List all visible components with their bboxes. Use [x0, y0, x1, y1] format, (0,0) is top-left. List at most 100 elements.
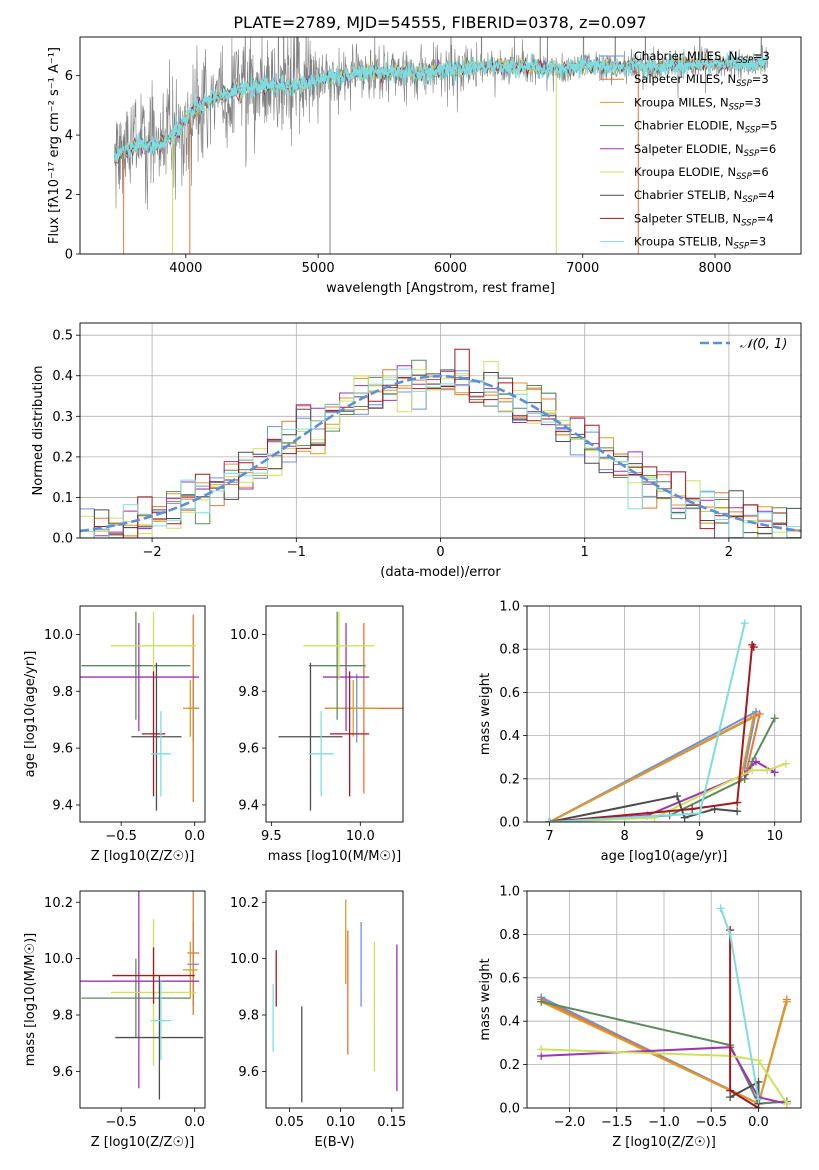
y-axis-label: mass [log10(M/M☉)] [23, 933, 38, 1066]
y-tick-label: 10.2 [230, 896, 259, 911]
axes-frame [79, 605, 206, 823]
axes-frame [526, 890, 802, 1109]
x-tick-label: 0.0 [184, 1115, 205, 1130]
y-tick-label: 9.8 [238, 1009, 259, 1024]
legend-nssp-subscript: SSP [736, 172, 752, 182]
x-tick-label: 6000 [434, 261, 467, 276]
weight-line [719, 908, 760, 1100]
y-axis-label: mass weight [478, 673, 493, 755]
y-tick-label: 9.8 [52, 1009, 73, 1024]
legend-entry: Kroupa STELIB, NSSP=3 [634, 235, 766, 252]
weight-marker [726, 930, 735, 939]
plot-area-mass-vs-Z [80, 891, 204, 1100]
y-tick-label: 0.0 [499, 816, 520, 831]
x-axis-label: mass [log10(M/M☉)] [268, 849, 401, 864]
weight-marker [537, 1045, 546, 1054]
legend-nssp-value: 4 [766, 211, 773, 225]
weight-marker [726, 1086, 735, 1095]
y-tick-label: 0.6 [499, 686, 520, 701]
x-tick-label: 7 [545, 829, 553, 844]
plot-area-weight-vs-age [545, 619, 790, 822]
x-tick-label: 10.0 [346, 829, 375, 844]
legend-equals: = [749, 235, 759, 249]
x-axis-label: Z [log10(Z/Z☉)] [91, 849, 195, 864]
weight-marker [733, 807, 742, 816]
weight-marker [545, 818, 554, 822]
legend-nssp-prefix: , N [720, 72, 736, 86]
y-tick-label: 4 [65, 129, 73, 144]
x-tick-label: 0.0 [184, 829, 205, 844]
legend-nssp-subscript: SSP [729, 102, 745, 112]
legend-model-name: Salpeter STELIB [634, 211, 725, 225]
x-tick-label: 0 [436, 545, 444, 560]
x-tick-label: 8000 [698, 261, 731, 276]
y-tick-label: 0.8 [499, 928, 520, 943]
y-tick-label: 9.6 [238, 742, 259, 757]
y-axis-label: age [log10(age/yr)] [23, 651, 38, 778]
x-tick-label: 9.5 [261, 829, 282, 844]
weight-marker [716, 904, 725, 913]
x-tick-label: 1 [581, 545, 589, 560]
panel-weight-vs-age: 7 8 9 10 0.0 0.2 0.4 0.6 0.8 1.0 age [log10(age/yr… [478, 600, 802, 864]
legend-entry: Salpeter MILES, NSSP=3 [634, 72, 769, 89]
x-tick-label: −0.5 [105, 829, 137, 844]
legend-nssp-prefix: , N [718, 235, 734, 249]
figure-title: PLATE=2789, MJD=54555, FIBERID=0378, z=0… [233, 13, 646, 32]
panel-mass-vs-Z: −0.5 0.0 9.6 9.8 10.0 10.2 Z [log10(Z/Z☉)] mass… [23, 890, 206, 1150]
y-tick-label: 0.4 [52, 369, 73, 384]
x-tick-label: −0.5 [695, 1115, 727, 1130]
y-tick-label: 10.0 [44, 628, 73, 643]
weight-marker [770, 714, 779, 723]
weight-marker [755, 710, 764, 718]
x-tick-label: 9 [696, 829, 704, 844]
y-tick-label: 10.0 [230, 628, 259, 643]
y-tick-label: 10.2 [44, 896, 73, 911]
y-tick-label: 0.4 [499, 729, 520, 744]
legend-nssp-subscript: SSP [741, 218, 757, 228]
y-tick-label: 0.2 [499, 772, 520, 787]
x-tick-label: 4000 [169, 261, 202, 276]
legend-nssp-value: 6 [761, 165, 768, 179]
weight-marker [754, 1104, 763, 1108]
axes-frame [265, 890, 404, 1109]
weight-marker [749, 712, 758, 721]
legend-nssp-subscript: SSP [737, 56, 753, 66]
weight-marker [754, 1056, 763, 1065]
weight-marker [782, 1099, 791, 1108]
legend-nssp-prefix: , N [720, 165, 736, 179]
legend-nssp-value: 3 [761, 72, 768, 86]
x-tick-label: 2 [725, 545, 733, 560]
legend-model-name: Salpeter ELODIE [634, 142, 728, 156]
legend-model-name: Kroupa MILES [634, 95, 713, 109]
x-axis-label: age [log10(age/yr)] [601, 849, 728, 864]
legend-entry: Chabrier ELODIE, NSSP=5 [634, 119, 777, 136]
legend-model-name: Chabrier MILES [634, 49, 721, 63]
y-tick-label: 1.0 [499, 885, 520, 900]
legend-model-name: Chabrier STELIB [634, 188, 726, 202]
legend-equals: = [757, 211, 767, 225]
x-tick-label: 7000 [566, 261, 599, 276]
legend-nssp-value: 6 [769, 142, 776, 156]
x-tick-label: 0.0 [748, 1115, 769, 1130]
legend-entry: Salpeter ELODIE, NSSP=6 [634, 142, 776, 159]
legend-entry: 𝒩(0, 1) [740, 337, 787, 352]
legend-model-name: Chabrier ELODIE [634, 119, 729, 133]
weight-marker [740, 619, 749, 628]
weight-marker [751, 757, 760, 766]
weight-marker [673, 792, 682, 801]
legend-nssp-subscript: SSP [745, 126, 761, 136]
x-tick-label: −1.0 [648, 1115, 680, 1130]
legend-equals: = [752, 72, 762, 86]
y-tick-label: 0.5 [52, 329, 73, 344]
weight-marker [770, 768, 779, 777]
y-tick-label: 9.6 [238, 1065, 259, 1080]
normal-curve [80, 374, 801, 533]
legend-model-name: Kroupa STELIB [634, 235, 718, 249]
weight-marker [781, 759, 790, 768]
legend-nssp-prefix: , N [725, 211, 741, 225]
y-tick-label: 9.8 [238, 685, 259, 700]
y-tick-label: 1.0 [499, 600, 520, 615]
y-tick-label: 0.8 [499, 643, 520, 658]
